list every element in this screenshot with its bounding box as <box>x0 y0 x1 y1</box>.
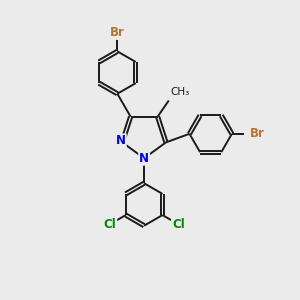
Text: N: N <box>139 152 149 165</box>
Text: Br: Br <box>110 26 125 39</box>
Text: Cl: Cl <box>172 218 185 231</box>
Text: Cl: Cl <box>103 218 116 231</box>
Text: CH₃: CH₃ <box>170 87 189 97</box>
Text: Br: Br <box>250 127 265 140</box>
Text: N: N <box>116 134 126 147</box>
